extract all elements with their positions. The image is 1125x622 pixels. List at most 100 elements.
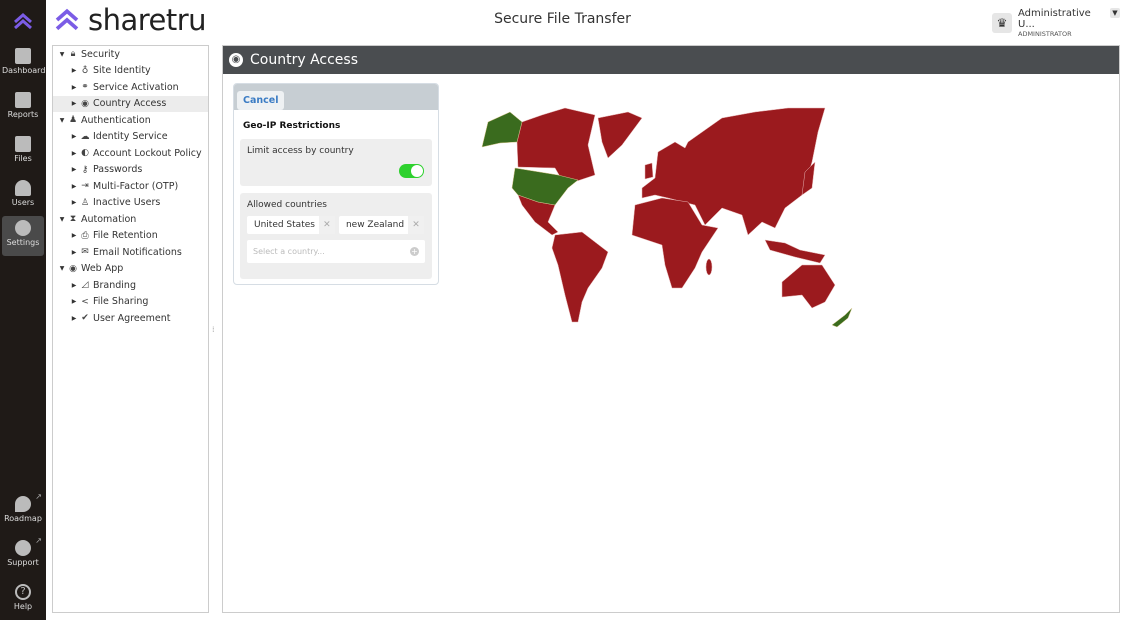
- tree-item-country-access[interactable]: ▶ ◉ Country Access: [53, 95, 208, 112]
- files-icon: [15, 136, 31, 152]
- caret-down-icon[interactable]: ▼: [59, 265, 65, 273]
- region-japan[interactable]: [801, 161, 816, 196]
- region-indonesia[interactable]: [764, 239, 826, 264]
- rail-roadmap[interactable]: Roadmap ↗: [4, 492, 42, 523]
- caret-right-icon[interactable]: ▶: [71, 100, 77, 108]
- user-name: Administrative U...: [1018, 8, 1091, 30]
- lifebuoy-icon: [15, 540, 31, 556]
- link-icon: ⚭: [81, 82, 89, 93]
- tree-item-site-identity[interactable]: ▶ ♁ Site Identity: [53, 63, 208, 80]
- caret-right-icon[interactable]: ▶: [71, 133, 77, 141]
- caret-right-icon[interactable]: ▶: [71, 83, 77, 91]
- brush-icon: ◿: [81, 280, 89, 291]
- caret-right-icon[interactable]: ▶: [71, 248, 77, 256]
- region-madagascar[interactable]: [705, 258, 713, 276]
- external-link-icon: ↗: [35, 492, 42, 501]
- tree-item-identity-service[interactable]: ▶ ☁ Identity Service: [53, 129, 208, 146]
- brand-logo: sharetru: [52, 3, 207, 37]
- user-key-icon: ♟: [68, 115, 78, 126]
- key-icon: ⚷: [81, 164, 89, 175]
- shield-icon: ◐: [81, 148, 89, 159]
- globe-icon: ◉: [81, 98, 89, 109]
- tree-item-multi-factor-otp[interactable]: ▶ ⇥ Multi-Factor (OTP): [53, 178, 208, 195]
- logo-icon[interactable]: [2, 6, 44, 48]
- region-greenland[interactable]: [597, 111, 643, 159]
- tree-item-file-sharing[interactable]: ▶ < File Sharing: [53, 294, 208, 311]
- rail-support[interactable]: Support ↗: [7, 536, 42, 567]
- rail-help[interactable]: ? Help: [13, 584, 33, 611]
- remove-icon[interactable]: ✕: [408, 216, 425, 234]
- tree-item-authentication[interactable]: ▼ ♟ Authentication: [53, 112, 208, 129]
- tree-item-branding[interactable]: ▶ ◿ Branding: [53, 277, 208, 294]
- country-select[interactable]: Select a country... +: [247, 240, 425, 263]
- crown-icon: ♛: [992, 13, 1012, 33]
- tree-item-security[interactable]: ▼ 🔒︎ Security: [53, 46, 208, 63]
- panel-header: ◉ Country Access: [223, 46, 1119, 74]
- map-pin-icon: [15, 496, 31, 512]
- region-new-zealand[interactable]: [831, 307, 853, 328]
- settings-tree: ▼ 🔒︎ Security ▶ ♁ Site Identity ▶ ⚭ Service Acti…: [52, 45, 209, 613]
- rail-users[interactable]: Users: [2, 176, 44, 218]
- region-africa[interactable]: [631, 197, 719, 289]
- external-link-icon: ↗: [35, 536, 42, 545]
- region-uk[interactable]: [644, 162, 654, 180]
- help-icon: ?: [15, 584, 31, 600]
- gear-icon: [15, 220, 31, 236]
- country-chip: United States ✕: [247, 216, 335, 234]
- cancel-button[interactable]: Cancel: [237, 91, 285, 110]
- caret-right-icon[interactable]: ▶: [71, 314, 77, 322]
- region-usa[interactable]: [511, 167, 579, 206]
- limit-access-toggle[interactable]: [399, 164, 424, 178]
- world-map[interactable]: [455, 95, 865, 335]
- tree-item-email-notifications[interactable]: ▶ ✉ Email Notifications: [53, 244, 208, 261]
- caret-right-icon[interactable]: ▶: [71, 298, 77, 306]
- content-panel: ◉ Country Access Cancel Geo-IP Restrictio…: [222, 45, 1120, 613]
- caret-right-icon[interactable]: ▶: [71, 281, 77, 289]
- caret-right-icon[interactable]: ▶: [71, 166, 77, 174]
- badge-icon: ♁: [81, 65, 89, 76]
- printer-icon: ⎙: [81, 230, 89, 241]
- bar-chart-icon: [15, 92, 31, 108]
- region-south-america[interactable]: [551, 231, 609, 323]
- dashboard-icon: [15, 48, 31, 64]
- user-menu[interactable]: ♛ Administrative U... ADMINISTRATOR ▼: [992, 8, 1120, 38]
- tree-item-automation[interactable]: ▼ ⧗ Automation: [53, 211, 208, 228]
- user-icon: [15, 180, 31, 196]
- caret-right-icon[interactable]: ▶: [71, 149, 77, 157]
- region-canada[interactable]: [516, 107, 596, 186]
- user-clock-icon: ♙: [80, 197, 90, 208]
- tree-item-inactive-users[interactable]: ▶ ♙ Inactive Users: [53, 195, 208, 212]
- caret-down-icon[interactable]: ▼: [59, 50, 65, 58]
- chevron-down-icon[interactable]: ▼: [1110, 8, 1120, 18]
- region-australia[interactable]: [781, 264, 836, 309]
- section-title: Geo-IP Restrictions: [243, 121, 341, 131]
- remove-icon[interactable]: ✕: [318, 216, 335, 234]
- user-role: ADMINISTRATOR: [1018, 30, 1072, 38]
- caret-right-icon[interactable]: ▶: [71, 182, 77, 190]
- country-chip: new Zealand ✕: [338, 216, 425, 234]
- tree-item-file-retention[interactable]: ▶ ⎙ File Retention: [53, 228, 208, 245]
- share-icon: <: [81, 296, 89, 307]
- tree-item-account-lockout-policy[interactable]: ▶ ◐ Account Lockout Policy: [53, 145, 208, 162]
- cloud-icon: ☁: [80, 131, 90, 142]
- tree-item-passwords[interactable]: ▶ ⚷ Passwords: [53, 162, 208, 179]
- resize-handle[interactable]: ⁞: [212, 325, 215, 334]
- caret-right-icon[interactable]: ▶: [71, 199, 77, 207]
- logo-icon: [55, 8, 79, 31]
- add-icon[interactable]: +: [410, 247, 419, 256]
- globe-icon: ◉: [229, 53, 243, 67]
- caret-right-icon[interactable]: ▶: [71, 67, 77, 75]
- rail-settings[interactable]: Settings: [2, 216, 44, 256]
- caret-right-icon[interactable]: ▶: [71, 232, 77, 240]
- region-alaska[interactable]: [481, 111, 523, 148]
- tree-item-service-activation[interactable]: ▶ ⚭ Service Activation: [53, 79, 208, 96]
- hourglass-icon: ⧗: [69, 214, 77, 225]
- rail-files[interactable]: Files: [2, 132, 44, 174]
- caret-down-icon[interactable]: ▼: [59, 116, 65, 124]
- rail-dashboard[interactable]: Dashboard: [2, 44, 45, 86]
- tree-item-web-app[interactable]: ▼ ◉ Web App: [53, 261, 208, 278]
- limit-label: Limit access by country: [247, 146, 354, 156]
- tree-item-user-agreement[interactable]: ▶ ✔ User Agreement: [53, 310, 208, 327]
- rail-reports[interactable]: Reports: [2, 88, 44, 130]
- caret-down-icon[interactable]: ▼: [59, 215, 65, 223]
